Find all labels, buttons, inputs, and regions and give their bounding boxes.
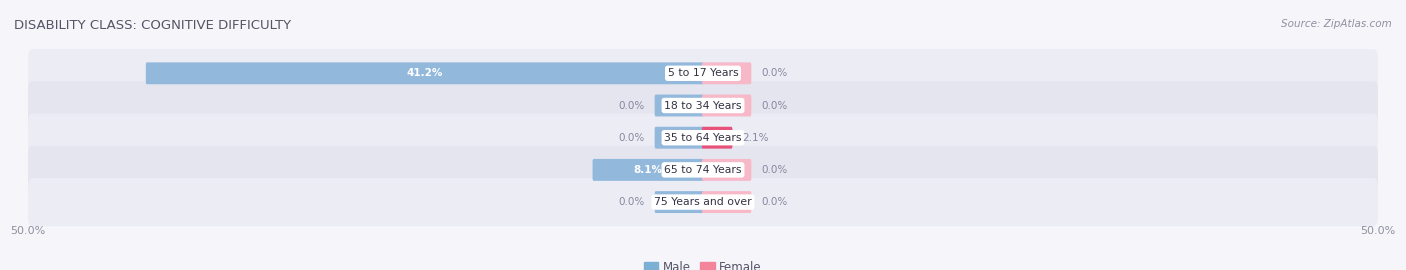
FancyBboxPatch shape xyxy=(702,62,751,84)
FancyBboxPatch shape xyxy=(655,127,704,149)
Text: DISABILITY CLASS: COGNITIVE DIFFICULTY: DISABILITY CLASS: COGNITIVE DIFFICULTY xyxy=(14,19,291,32)
Legend: Male, Female: Male, Female xyxy=(640,257,766,270)
Text: 18 to 34 Years: 18 to 34 Years xyxy=(664,100,742,110)
Text: 35 to 64 Years: 35 to 64 Years xyxy=(664,133,742,143)
Text: 75 Years and over: 75 Years and over xyxy=(654,197,752,207)
Text: Source: ZipAtlas.com: Source: ZipAtlas.com xyxy=(1281,19,1392,29)
FancyBboxPatch shape xyxy=(28,49,1378,97)
Text: 0.0%: 0.0% xyxy=(619,100,645,110)
Text: 65 to 74 Years: 65 to 74 Years xyxy=(664,165,742,175)
FancyBboxPatch shape xyxy=(592,159,704,181)
Text: 0.0%: 0.0% xyxy=(761,197,787,207)
FancyBboxPatch shape xyxy=(28,81,1378,130)
Text: 41.2%: 41.2% xyxy=(406,68,443,78)
FancyBboxPatch shape xyxy=(702,159,751,181)
Text: 0.0%: 0.0% xyxy=(761,165,787,175)
Text: 5 to 17 Years: 5 to 17 Years xyxy=(668,68,738,78)
Text: 0.0%: 0.0% xyxy=(761,68,787,78)
FancyBboxPatch shape xyxy=(655,94,704,116)
FancyBboxPatch shape xyxy=(702,127,733,149)
FancyBboxPatch shape xyxy=(655,191,704,213)
FancyBboxPatch shape xyxy=(28,114,1378,162)
Text: 0.0%: 0.0% xyxy=(619,197,645,207)
Text: 2.1%: 2.1% xyxy=(742,133,769,143)
FancyBboxPatch shape xyxy=(702,94,751,116)
FancyBboxPatch shape xyxy=(702,191,751,213)
FancyBboxPatch shape xyxy=(146,62,704,84)
Text: 0.0%: 0.0% xyxy=(619,133,645,143)
FancyBboxPatch shape xyxy=(28,178,1378,226)
FancyBboxPatch shape xyxy=(28,146,1378,194)
Text: 0.0%: 0.0% xyxy=(761,100,787,110)
Text: 8.1%: 8.1% xyxy=(634,165,662,175)
